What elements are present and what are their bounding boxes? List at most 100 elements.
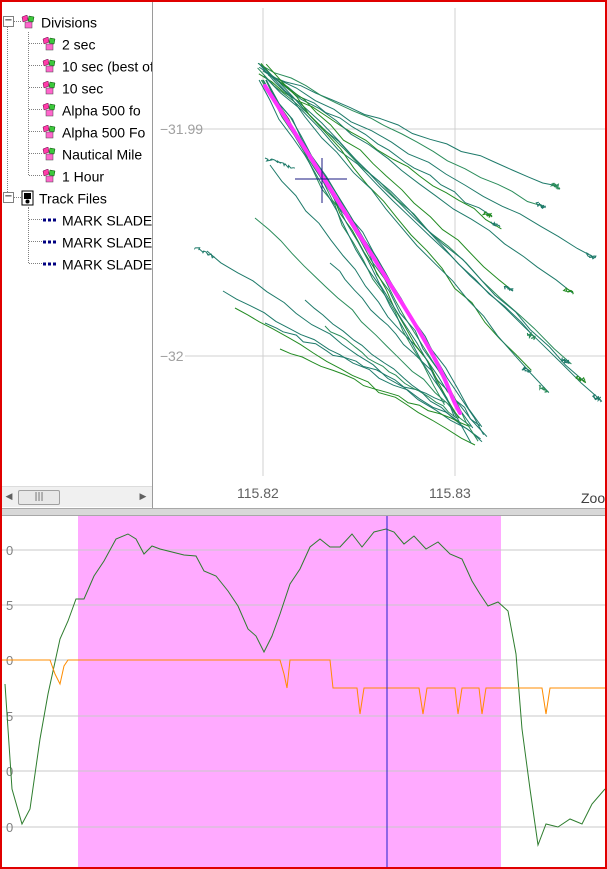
gps-track-segment — [258, 66, 596, 259]
gps-track-segment — [481, 211, 493, 218]
division-icon — [42, 169, 56, 183]
track-line-icon — [43, 240, 57, 244]
gps-track-segment — [260, 63, 513, 291]
tree-item[interactable]: MARK SLADE — [42, 231, 152, 251]
tree-connector — [7, 22, 8, 198]
gps-track-segment — [264, 157, 296, 169]
gps-track-segment — [585, 252, 597, 260]
chart-y-label: 0 — [6, 543, 13, 558]
tree-item-label: MARK SLADE — [62, 234, 153, 251]
tree-item-label: 1 Hour — [62, 168, 105, 185]
lat-label: 31.99 — [168, 121, 203, 137]
tree-item[interactable]: 10 sec (best of — [42, 55, 153, 75]
gps-track-segment — [279, 348, 470, 428]
tree-connector — [29, 87, 42, 88]
tree-group-label: Divisions — [41, 14, 98, 31]
speed-series — [4, 528, 605, 847]
tree-item[interactable]: Nautical Mile — [42, 143, 142, 163]
tree-item-label: MARK SLADE — [62, 256, 153, 273]
division-icon — [42, 125, 56, 139]
zoom-label[interactable]: Zoo — [581, 490, 605, 506]
tree-item[interactable]: 10 sec — [42, 77, 103, 97]
gps-track-segment — [549, 182, 561, 190]
division-icon — [42, 37, 56, 51]
track-map[interactable]: − 31.99 − 32 115.82 115.83 Zoo — [155, 8, 607, 508]
gps-track-segment — [269, 164, 488, 437]
tree-connector — [28, 32, 29, 175]
tree-connector — [29, 65, 42, 66]
gps-track-segment — [258, 79, 455, 417]
tree-item-label: Alpha 500 fo — [62, 102, 141, 119]
tree-item[interactable]: Alpha 500 Fo — [42, 121, 145, 141]
chart-gridlines — [2, 549, 605, 828]
tree-item[interactable]: Alpha 500 fo — [42, 99, 141, 119]
gps-track-segment — [206, 250, 481, 440]
best-run-track — [263, 84, 462, 415]
selection-highlight[interactable] — [78, 516, 501, 867]
gps-track-segment — [267, 72, 573, 294]
chart-y-label: 0 — [6, 764, 13, 779]
division-icon — [42, 147, 56, 161]
tree-item[interactable]: MARK SLADE — [42, 253, 152, 273]
chart-y-label: 5 — [6, 598, 13, 613]
tree-item[interactable]: MARK SLADE — [42, 209, 152, 229]
track-line-icon — [43, 262, 57, 266]
gps-track-segment — [263, 75, 602, 401]
tree-horizontal-scrollbar[interactable]: ◀ ||| ▶ — [2, 486, 152, 507]
division-icon — [42, 81, 56, 95]
gps-track-segment — [222, 290, 459, 422]
track-files-icon — [21, 190, 34, 206]
tree-connector — [29, 219, 42, 220]
gps-track-segment — [304, 299, 483, 443]
chart-y-label: 5 — [6, 709, 13, 724]
map-cursor-crosshair — [295, 158, 347, 203]
gps-track-segment — [234, 307, 476, 446]
tree-connector — [29, 109, 42, 110]
tree-connector — [29, 263, 42, 264]
panel-splitter[interactable] — [2, 508, 605, 516]
gps-track-segment — [265, 63, 532, 371]
tree-connector — [29, 153, 42, 154]
scroll-right-icon[interactable]: ▶ — [139, 492, 147, 502]
tree-item-label: MARK SLADE — [62, 212, 153, 229]
tree-item[interactable]: 1 Hour — [42, 165, 104, 185]
tree-connector — [28, 207, 29, 263]
tree-item-label: 10 sec — [62, 80, 104, 97]
tree-item[interactable]: 2 sec — [42, 33, 95, 53]
tree-panel: − Divisions 2 sec 10 sec (best of 10 sec Alph… — [2, 2, 153, 508]
lat-label-prefix: − — [160, 348, 168, 364]
tree-item-label: 10 sec (best of — [62, 58, 153, 75]
division-icon — [42, 103, 56, 117]
gps-track-segment — [193, 247, 215, 259]
gps-track-segment — [490, 221, 501, 228]
tree-connector — [13, 197, 21, 198]
lon-label: 115.82 — [237, 485, 279, 501]
gps-track-segment — [267, 74, 559, 187]
scroll-thumb[interactable]: ||| — [18, 490, 60, 505]
tree-item-label: Nautical Mile — [62, 146, 143, 163]
scroll-left-icon[interactable]: ◀ — [5, 492, 13, 502]
gps-track-segment — [267, 72, 586, 383]
gps-track-segment — [591, 394, 603, 403]
gps-track-segment — [521, 365, 532, 373]
tree-group-label: Track Files — [39, 190, 107, 207]
tree-connector — [13, 21, 21, 22]
gps-track-segment — [258, 73, 502, 230]
tree-group-track-files[interactable]: Track Files — [21, 187, 107, 207]
heading-series — [2, 659, 605, 715]
division-icon — [42, 59, 56, 73]
gps-track-segment — [265, 79, 483, 428]
lat-label-prefix: − — [160, 121, 168, 137]
tree-group-divisions[interactable]: Divisions — [21, 11, 97, 31]
gps-track-segment — [562, 287, 574, 295]
gps-track-segment — [254, 217, 472, 427]
gps-track-segment — [324, 325, 457, 419]
gps-track-segment — [575, 375, 587, 384]
gps-track-segment — [560, 357, 571, 364]
chart-y-label: 0 — [6, 820, 13, 835]
gps-track-segment — [258, 62, 550, 393]
tree-item-label: Alpha 500 Fo — [62, 124, 146, 141]
gps-track-segment — [257, 62, 544, 207]
